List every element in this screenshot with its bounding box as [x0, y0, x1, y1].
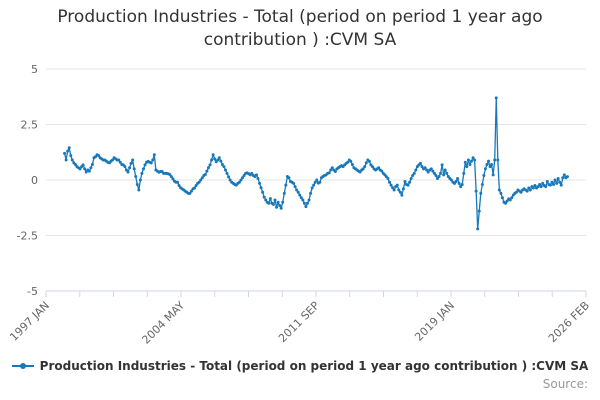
series-point-markers [63, 96, 569, 231]
x-axis-labels: 1997 JAN 2004 MAY 2011 SEP 2019 JAN 2026 FEB [7, 299, 592, 347]
x-tick-label: 2011 SEP [276, 299, 322, 345]
y-tick-label: -5 [27, 285, 38, 298]
legend[interactable]: Production Industries - Total (period on… [0, 359, 600, 373]
series-production-industries[interactable] [63, 96, 569, 231]
y-tick-label: 5 [31, 63, 38, 76]
legend-label: Production Industries - Total (period on… [39, 359, 589, 373]
x-tick-label: 2019 JAN [412, 299, 457, 344]
y-tick-label: -2.5 [17, 230, 38, 243]
y-axis-labels: 5 2.5 0 -2.5 -5 [17, 63, 38, 298]
x-tick-label: 2026 FEB [546, 299, 592, 345]
source-label: Source: [542, 377, 588, 391]
legend-line-marker-icon [11, 363, 34, 369]
y-tick-label: 0 [31, 174, 38, 187]
x-tick-label: 1997 JAN [7, 299, 52, 344]
chart-title: Production Industries - Total (period on… [57, 7, 543, 50]
y-tick-label: 2.5 [21, 119, 39, 132]
y-gridlines [46, 68, 586, 236]
line-chart-plot[interactable]: 1997 JAN 2004 MAY 2011 SEP 2019 JAN 2026 FEB… [0, 0, 600, 352]
x-tick-label: 2004 MAY [139, 299, 187, 347]
x-axis-ticks [45, 291, 587, 297]
